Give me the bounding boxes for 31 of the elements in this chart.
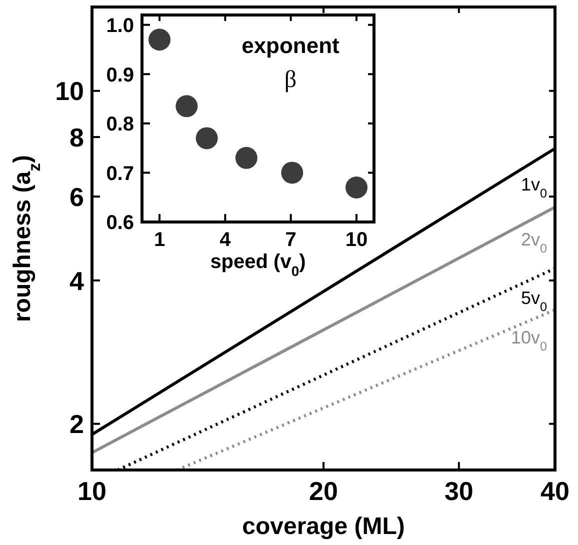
y-tick-label: 0.7 <box>106 162 134 185</box>
series-label: 2v$_{0}$ <box>520 229 547 256</box>
point <box>345 176 368 198</box>
y-tick-label: 8 <box>70 122 84 152</box>
y-tick-label: 4 <box>70 266 85 296</box>
annotation: β <box>284 67 297 93</box>
y-tick-label: 0.9 <box>106 64 134 86</box>
x-axis-title: speed (v$_{0}$) <box>210 251 306 279</box>
y-tick-label: 10 <box>55 76 84 106</box>
y-tick-label: 2 <box>70 409 84 440</box>
x-tick-label: 20 <box>309 476 338 506</box>
x-axis-title: coverage (ML) <box>242 513 405 540</box>
x-tick-label: 1 <box>154 229 166 251</box>
x-tick-label: 10 <box>345 229 368 251</box>
x-tick-label: 4 <box>220 229 232 251</box>
legend-label: 1v$_{0}$ <box>520 174 547 200</box>
x-tick-label: 30 <box>444 476 474 506</box>
series-label: 10v$_{0}$ <box>510 328 547 354</box>
x-tick-label: 7 <box>285 229 296 251</box>
point <box>176 95 198 118</box>
point <box>281 162 304 184</box>
y-tick-label: 6 <box>70 182 84 212</box>
annotation: exponent <box>242 33 340 58</box>
x-tick-label: 40 <box>540 476 570 506</box>
y-tick-label: 1.0 <box>106 15 134 38</box>
y-tick-label: 0.8 <box>106 114 134 136</box>
y-tick-label: 0.6 <box>106 212 134 234</box>
point <box>196 127 218 150</box>
series-label: 5v$_{0}$ <box>520 288 547 314</box>
point <box>235 146 258 169</box>
point <box>148 28 171 51</box>
